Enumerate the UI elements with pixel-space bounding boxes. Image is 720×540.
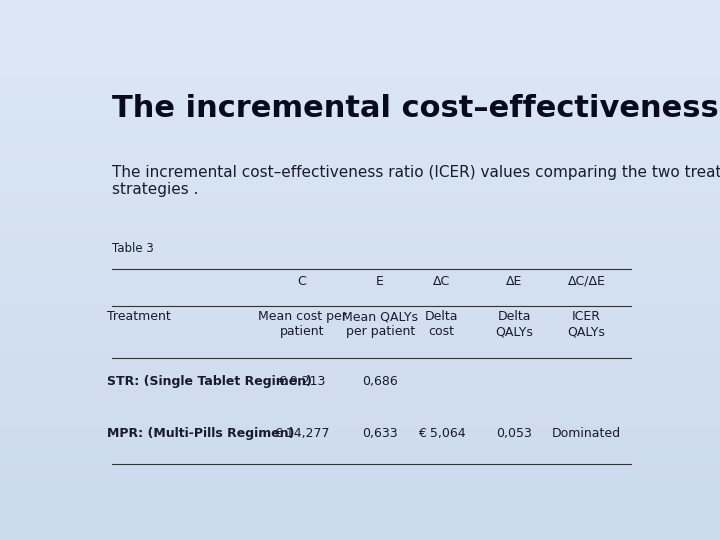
Text: € 9,213: € 9,213 — [279, 375, 325, 388]
Text: ΔE: ΔE — [506, 275, 522, 288]
Text: STR: (Single Tablet Regimen): STR: (Single Tablet Regimen) — [107, 375, 312, 388]
Text: Table 3: Table 3 — [112, 241, 154, 254]
Text: € 5,064: € 5,064 — [418, 427, 465, 440]
Text: Mean cost per
patient: Mean cost per patient — [258, 310, 346, 338]
Text: ICER
QALYs: ICER QALYs — [567, 310, 606, 338]
Text: The incremental cost–effectiveness ratio (ICER) values comparing the two treatme: The incremental cost–effectiveness ratio… — [112, 165, 720, 197]
Text: 0,686: 0,686 — [362, 375, 398, 388]
Text: 0,053: 0,053 — [496, 427, 532, 440]
Text: MPR: (Multi-Pills Regimen): MPR: (Multi-Pills Regimen) — [107, 427, 294, 440]
Text: C: C — [297, 275, 307, 288]
Text: Delta
cost: Delta cost — [425, 310, 459, 338]
Text: ΔC: ΔC — [433, 275, 450, 288]
Text: Dominated: Dominated — [552, 427, 621, 440]
Text: Delta
QALYs: Delta QALYs — [495, 310, 533, 338]
Text: Mean QALYs
per patient: Mean QALYs per patient — [342, 310, 418, 338]
Text: € 14,277: € 14,277 — [274, 427, 330, 440]
Text: 0,633: 0,633 — [362, 427, 398, 440]
Text: Treatment: Treatment — [107, 310, 171, 323]
Text: E: E — [377, 275, 384, 288]
Text: The incremental cost–effectiveness ratio (ICER): The incremental cost–effectiveness ratio… — [112, 94, 720, 123]
Text: ΔC/ΔE: ΔC/ΔE — [567, 275, 606, 288]
